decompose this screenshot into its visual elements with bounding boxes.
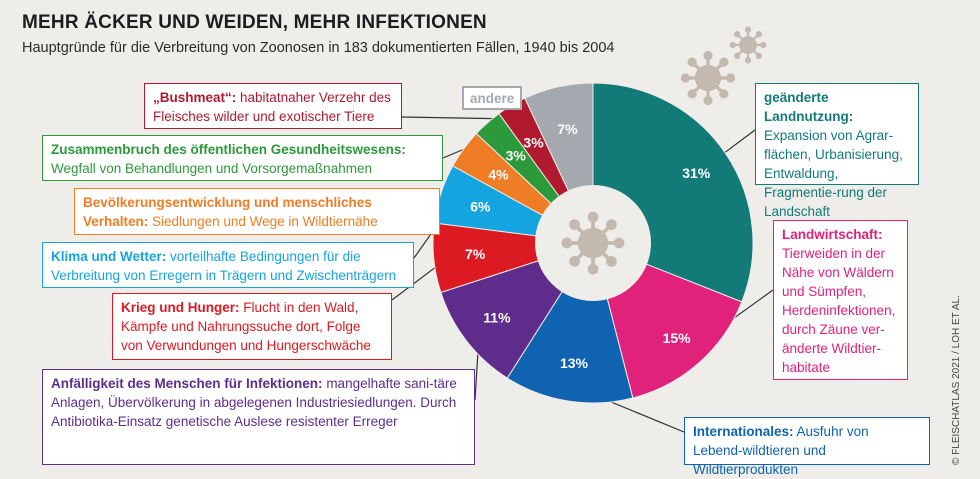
annotation-heading-andere: andere <box>470 91 515 106</box>
annotation-text-landwirtschaft: Tierweiden in der Nähe von Wäldern und S… <box>782 246 896 375</box>
annotation-heading-gesundheit: Zusammenbruch des öffentlichen Gesundhei… <box>51 142 406 157</box>
chart-title: MEHR ÄCKER UND WEIDEN, MEHR INFEKTIONEN <box>22 12 487 33</box>
slice-label-landwirtschaft: 15% <box>663 330 692 346</box>
annotation-internationales: Internationales: Ausfuhr von Lebend-wild… <box>684 417 930 477</box>
credit: © FLEISCHATLAS 2021 / LOH ET AL. <box>951 295 962 465</box>
annotation-anfaelligkeit: Anfälligkeit des Menschen für Infektione… <box>42 369 475 465</box>
virus-small-icon <box>728 25 768 65</box>
slice-label-bevoelkerung: 4% <box>488 166 509 182</box>
annotation-heading-bevoelkerung: Bevölkerungsentwicklung und menschliches… <box>83 195 372 229</box>
annotation-text-anfaelligkeit: mangelhafte sani-täre Anlagen, Übervölke… <box>51 376 457 429</box>
annotation-klima: Klima und Wetter: vorteilhafte Bedingung… <box>42 242 414 288</box>
annotation-heading-klima: Klima und Wetter: <box>51 249 167 264</box>
slice-label-andere: 7% <box>557 121 578 137</box>
slice-label-klima: 6% <box>470 198 491 214</box>
annotation-heading-landnutzung: geänderte Landnutzung: <box>764 90 854 124</box>
annotation-text-landnutzung: Expansion von Agrar-flächen, Urbanisieru… <box>764 128 903 219</box>
annotation-landnutzung: geänderte Landnutzung: Expansion von Agr… <box>755 83 919 219</box>
annotation-heading-anfaelligkeit: Anfälligkeit des Menschen für Infektione… <box>51 376 323 391</box>
annotation-heading-krieg: Krieg und Hunger: <box>121 300 240 315</box>
annotation-text-klima: vorteilhafte Bedingungen für die Verbrei… <box>51 249 397 283</box>
annotation-heading-landwirtschaft: Landwirtschaft: <box>782 227 883 242</box>
annotation-gesundheit: Zusammenbruch des öffentlichen Gesundhei… <box>42 135 443 181</box>
annotation-text-bevoelkerung: Siedlungen und Wege in Wildtiernähe <box>152 214 378 229</box>
chart-subtitle: Hauptgründe für die Verbreitung von Zoon… <box>22 40 615 56</box>
annotation-text-gesundheit: Wegfall von Behandlungen und Vorsorgemaß… <box>51 161 372 176</box>
annotation-bushmeat: „Bushmeat“: habitatnaher Verzehr des Fle… <box>144 83 402 129</box>
slice-label-bushmeat: 3% <box>523 134 544 150</box>
virus-center-icon <box>560 210 626 276</box>
annotation-heading-bushmeat: „Bushmeat“: <box>153 90 237 105</box>
annotation-krieg: Krieg und Hunger: Flucht in den Wald, Kä… <box>112 293 392 360</box>
virus-icon <box>679 49 737 107</box>
slice-label-internationales: 13% <box>560 355 589 371</box>
annotation-heading-internationales: Internationales: <box>693 424 794 439</box>
annotation-text-bushmeat: habitatnaher Verzehr des Fleisches wilde… <box>153 90 391 124</box>
slice-label-landnutzung: 31% <box>682 165 711 181</box>
annotation-text-krieg: Flucht in den Wald, Kämpfe und Nahrungss… <box>121 300 371 353</box>
annotation-landwirtschaft: Landwirtschaft: Tierweiden in der Nähe v… <box>773 220 908 380</box>
annotation-bevoelkerung: Bevölkerungsentwicklung und menschliches… <box>74 188 440 235</box>
slice-label-krieg: 7% <box>465 246 486 262</box>
annotation-andere: andere <box>462 86 522 110</box>
slice-label-anfaelligkeit: 11% <box>483 310 511 326</box>
slice-label-gesundheit: 3% <box>506 147 527 163</box>
